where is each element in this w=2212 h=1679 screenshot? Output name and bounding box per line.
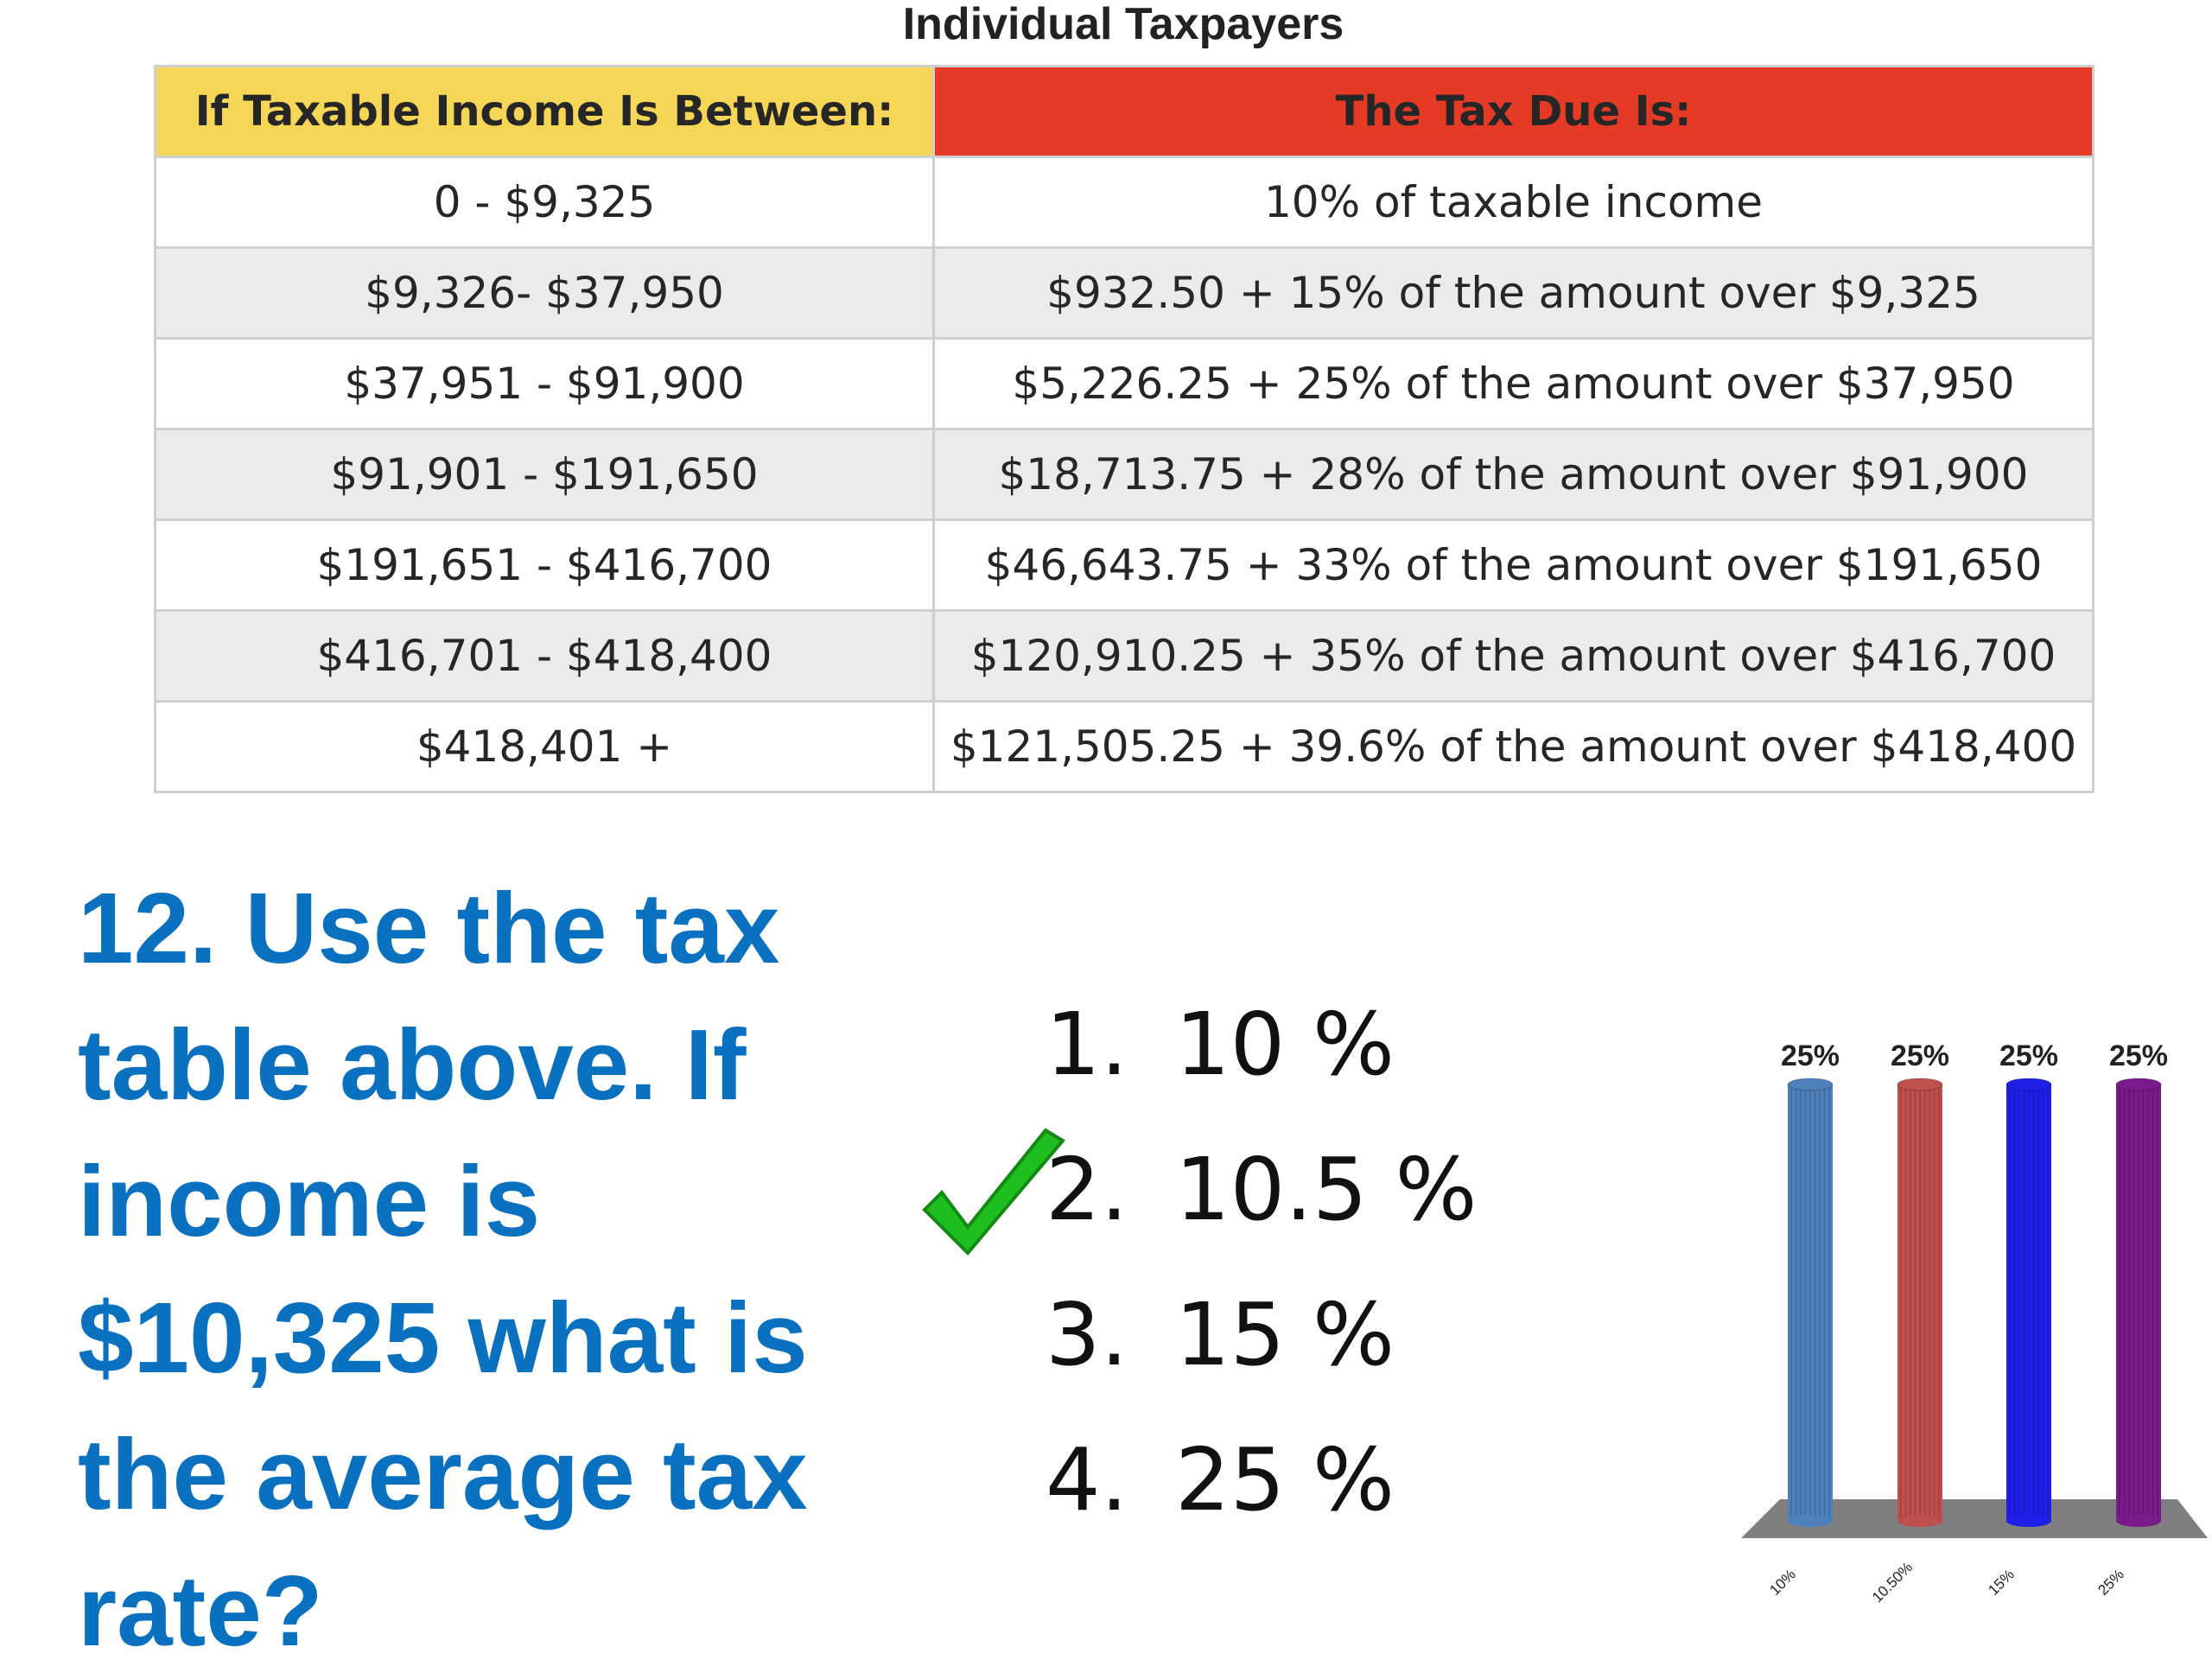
answer-text: 10.5 %: [1175, 1139, 1478, 1240]
tax-cell: $932.50 + 15% of the amount over $9,325: [932, 246, 2094, 340]
table-row: 0 - $9,325 10% of taxable income: [154, 156, 2094, 249]
income-cell: $37,951 - $91,900: [154, 337, 935, 430]
answer-text: 25 %: [1175, 1429, 1395, 1530]
bar-top: [1787, 1078, 1834, 1091]
income-cell: $191,651 - $416,700: [154, 518, 935, 612]
tax-cell: $5,226.25 + 25% of the amount over $37,9…: [932, 337, 2094, 430]
answer-number: 4.: [1046, 1429, 1128, 1530]
answer-number: 2.: [1046, 1139, 1128, 1240]
answer-text: 15 %: [1175, 1284, 1395, 1385]
answer-option-4[interactable]: 4. 25 %: [1046, 1408, 1477, 1553]
bar-1: [1787, 1078, 1834, 1527]
bar-top: [2115, 1078, 2162, 1091]
bar-bottom: [2006, 1515, 2051, 1527]
x-tick-label: 15%: [1985, 1566, 2017, 1598]
data-label: 25%: [1999, 1040, 2058, 1072]
data-label: 25%: [2109, 1040, 2168, 1072]
bar-body: [2006, 1084, 2051, 1521]
bar-bottom: [1788, 1515, 1833, 1527]
table-row: $37,951 - $91,900 $5,226.25 + 25% of the…: [154, 337, 2094, 430]
chart-floor: [1741, 1499, 2208, 1538]
bar-bottom: [2116, 1515, 2161, 1527]
table-row: $91,901 - $191,650 $18,713.75 + 28% of t…: [154, 428, 2094, 521]
response-bar-chart: 25% 10% 25% 10.50% 25% 15% 25% 25%: [1741, 1040, 2208, 1606]
data-label: 25%: [1891, 1040, 1949, 1072]
income-cell: 0 - $9,325: [154, 156, 935, 249]
table-row: $9,326- $37,950 $932.50 + 15% of the amo…: [154, 246, 2094, 340]
table-header-row: If Taxable Income Is Between: The Tax Du…: [154, 65, 2094, 158]
answer-number: 3.: [1046, 1284, 1128, 1385]
tax-cell: $121,505.25 + 39.6% of the amount over $…: [932, 700, 2094, 793]
answer-text: 10 %: [1175, 994, 1395, 1095]
bar-2: [1897, 1078, 1943, 1527]
bar-top: [2005, 1078, 2052, 1091]
income-cell: $416,701 - $418,400: [154, 609, 935, 703]
table-row: $416,701 - $418,400 $120,910.25 + 35% of…: [154, 609, 2094, 703]
tax-cell: 10% of taxable income: [932, 156, 2094, 249]
bar-body: [1788, 1084, 1833, 1521]
answer-option-1[interactable]: 1. 10 %: [1046, 972, 1477, 1117]
bar-top: [1897, 1078, 1943, 1091]
header-income: If Taxable Income Is Between:: [154, 65, 935, 158]
question-text: 12. Use the tax table above. If income i…: [78, 872, 808, 1667]
bar-body: [1897, 1084, 1942, 1521]
x-tick-label: 10.50%: [1869, 1559, 1916, 1606]
table-title: Individual Taxpayers: [902, 0, 1344, 49]
income-cell: $91,901 - $191,650: [154, 428, 935, 521]
table-row: $418,401 + $121,505.25 + 39.6% of the am…: [154, 700, 2094, 793]
header-tax-due: The Tax Due Is:: [932, 65, 2094, 158]
bar-3: [2005, 1078, 2052, 1527]
table-row: $191,651 - $416,700 $46,643.75 + 33% of …: [154, 518, 2094, 612]
tax-cell: $120,910.25 + 35% of the amount over $41…: [932, 609, 2094, 703]
bar-bottom: [1897, 1515, 1942, 1527]
tax-cell: $46,643.75 + 33% of the amount over $191…: [932, 518, 2094, 612]
data-label: 25%: [1781, 1040, 1840, 1072]
checkmark-icon: [922, 1128, 1066, 1256]
bar-body: [2116, 1084, 2161, 1521]
answer-option-2[interactable]: 2. 10.5 %: [1046, 1117, 1477, 1262]
income-cell: $9,326- $37,950: [154, 246, 935, 340]
answer-number: 1.: [1046, 994, 1128, 1095]
answer-option-3[interactable]: 3. 15 %: [1046, 1262, 1477, 1408]
x-tick-label: 10%: [1766, 1566, 1798, 1598]
tax-table: If Taxable Income Is Between: The Tax Du…: [154, 65, 2094, 793]
income-cell: $418,401 +: [154, 700, 935, 793]
answer-list: 1. 10 % 2. 10.5 % 3. 15 % 4. 25 %: [1046, 972, 1477, 1553]
tax-cell: $18,713.75 + 28% of the amount over $91,…: [932, 428, 2094, 521]
bar-4: [2115, 1078, 2162, 1527]
x-tick-label: 25%: [2094, 1566, 2126, 1598]
